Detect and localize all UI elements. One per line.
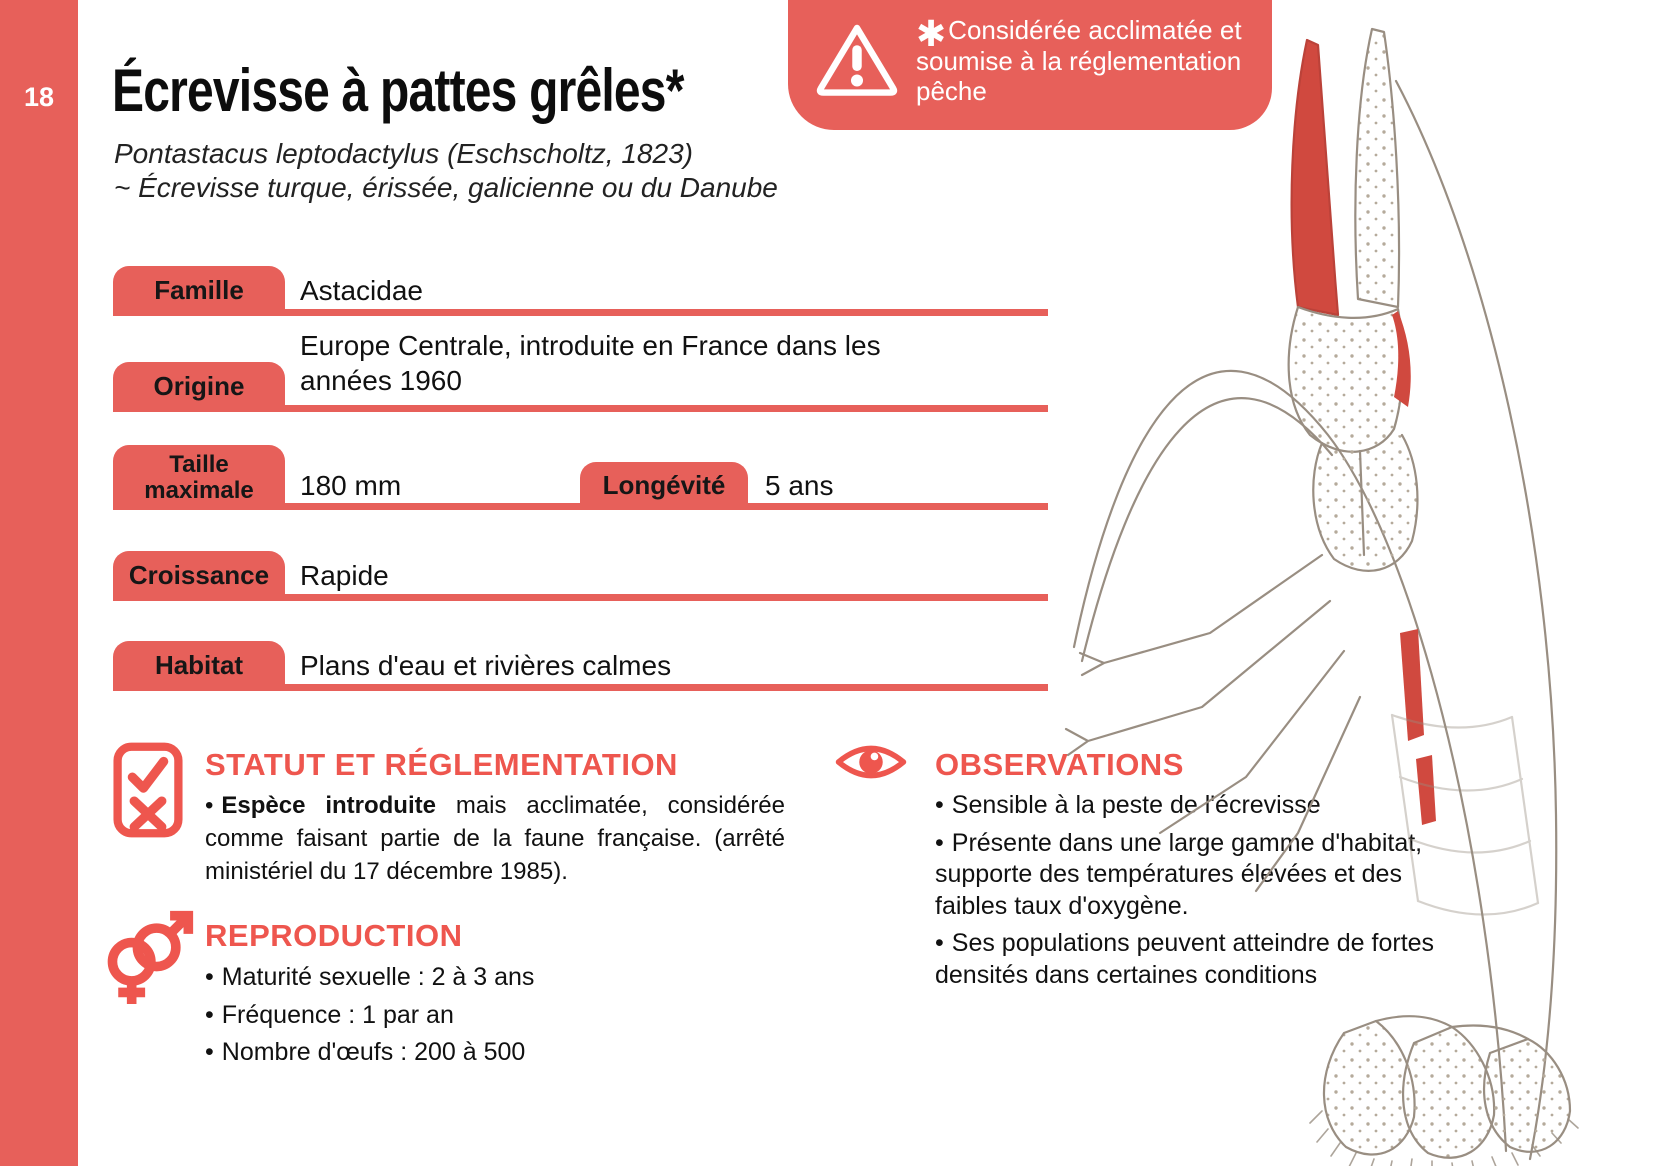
- taille-maximale-label: Taille maximale: [144, 451, 254, 504]
- list-item: • Présente dans une large gamme d'habitat…: [935, 828, 1423, 920]
- origine-tab: Origine: [113, 362, 285, 412]
- reproduction-list: • Maturité sexuelle : 2 à 3 ans • Fréquenc…: [205, 962, 765, 1075]
- habitat-label: Habitat: [154, 650, 244, 681]
- list-item: • Ses populations peuvent atteindre de fo…: [935, 929, 1435, 989]
- warning-text: ✱Considérée acclimatée et soumise à la r…: [916, 12, 1242, 107]
- eye-icon: [833, 740, 909, 789]
- habitat-tab: Habitat: [113, 641, 285, 691]
- origine-label: Origine: [153, 371, 245, 402]
- reproduction-heading: REPRODUCTION: [205, 918, 463, 953]
- scientific-name: Pontastacus leptodactylus (Eschscholtz, …: [114, 138, 693, 169]
- croissance-label: Croissance: [128, 560, 270, 591]
- crayfish-illustration: [1064, 27, 1579, 1166]
- famille-label: Famille: [154, 275, 244, 306]
- list-item: • Fréquence : 1 par an: [205, 1000, 454, 1029]
- warning-triangle-icon: [814, 20, 900, 103]
- origine-value: Europe Centrale, introduite en France da…: [300, 330, 881, 396]
- croissance-rule: [113, 594, 1048, 601]
- page-number: 18: [23, 82, 55, 112]
- bullet: •: [205, 792, 214, 819]
- statut-paragraph: • Espèce introduite mais acclimatée, cons…: [205, 792, 785, 886]
- habitat-rule: [113, 684, 1048, 691]
- croissance-value: Rapide: [300, 560, 389, 591]
- observations-heading: OBSERVATIONS: [935, 747, 1184, 782]
- male-female-icon: [100, 902, 196, 1013]
- croissance-tab: Croissance: [113, 551, 285, 601]
- famille-rule: [113, 309, 1048, 316]
- longevite-value: 5 ans: [765, 470, 834, 501]
- warning-banner: ✱Considérée acclimatée et soumise à la r…: [788, 0, 1272, 130]
- species-title: Écrevisse à pattes grêles*: [112, 57, 684, 124]
- taille-maximale-value: 180 mm: [300, 470, 402, 501]
- statut-lead: Espèce introduite: [221, 792, 436, 819]
- famille-value: Astacidae: [300, 275, 423, 306]
- longevite-tab: Longévité: [580, 462, 748, 510]
- list-item: • Maturité sexuelle : 2 à 3 ans: [205, 963, 535, 991]
- longevite-label: Longévité: [602, 470, 726, 501]
- common-names: ~ Écrevisse turque, érissée, galicienne …: [114, 172, 778, 203]
- statut-heading: STATUT ET RÉGLEMENTATION: [205, 747, 678, 782]
- list-item: • Nombre d'œufs : 200 à 500: [205, 1038, 526, 1066]
- observations-list: • Sensible à la peste de l'écrevisse • Pré…: [935, 790, 1440, 997]
- checklist-icon: [113, 742, 183, 843]
- list-item: • Sensible à la peste de l'écrevisse: [935, 791, 1321, 819]
- famille-tab: Famille: [113, 266, 285, 316]
- habitat-value: Plans d'eau et rivières calmes: [300, 650, 672, 681]
- origine-rule: [113, 405, 1048, 412]
- taille-rule: [113, 503, 1048, 510]
- taille-maximale-tab: Taille maximale: [113, 445, 285, 510]
- left-red-band: [0, 0, 78, 1166]
